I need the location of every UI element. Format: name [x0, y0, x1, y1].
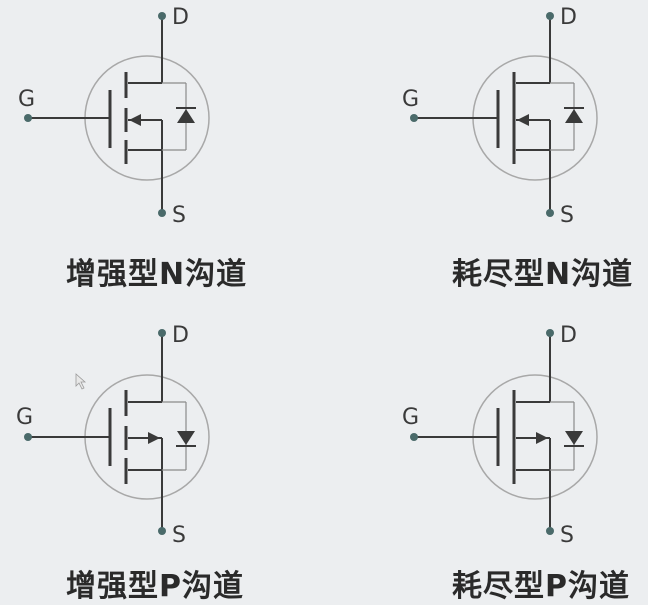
channel-arrow	[517, 114, 529, 126]
diode-triangle	[565, 431, 583, 445]
symbol-pmos-depletion: D S G	[402, 323, 598, 548]
diode-triangle	[177, 431, 195, 445]
drain-label: D	[560, 323, 577, 348]
drain-terminal	[546, 329, 554, 337]
caption-nmos-enhancement: 增强型N沟道	[66, 257, 248, 292]
symbol-pmos-enhancement: D S G	[16, 323, 210, 548]
gate-label: G	[16, 405, 33, 430]
symbol-nmos-depletion: D S G	[402, 5, 598, 228]
source-label: S	[560, 203, 574, 228]
mouse-cursor-icon	[75, 373, 87, 390]
gate-terminal	[410, 114, 418, 122]
gate-label: G	[402, 87, 419, 112]
gate-label: G	[18, 87, 35, 112]
gate-terminal	[24, 433, 32, 441]
symbol-nmos-enhancement: D S G	[18, 5, 210, 228]
caption-pmos-enhancement: 增强型P沟道	[66, 569, 244, 604]
source-terminal	[158, 527, 166, 535]
drain-label: D	[560, 5, 577, 30]
source-terminal	[546, 527, 554, 535]
drain-label: D	[172, 323, 189, 348]
source-terminal	[158, 209, 166, 217]
source-label: S	[560, 523, 574, 548]
drain-label: D	[172, 5, 189, 30]
source-terminal	[546, 209, 554, 217]
drain-terminal	[546, 12, 554, 20]
gate-terminal	[24, 114, 32, 122]
caption-pmos-depletion: 耗尽型P沟道	[452, 569, 630, 604]
diode-triangle	[565, 109, 583, 123]
source-label: S	[172, 203, 186, 228]
source-label: S	[172, 523, 186, 548]
diode-triangle	[177, 109, 195, 123]
caption-nmos-depletion: 耗尽型N沟道	[452, 257, 634, 292]
gate-label: G	[402, 405, 419, 430]
channel-arrow	[148, 432, 160, 444]
gate-terminal	[410, 433, 418, 441]
drain-terminal	[158, 12, 166, 20]
drain-terminal	[158, 329, 166, 337]
channel-arrow	[536, 432, 548, 444]
channel-arrow	[129, 114, 141, 126]
